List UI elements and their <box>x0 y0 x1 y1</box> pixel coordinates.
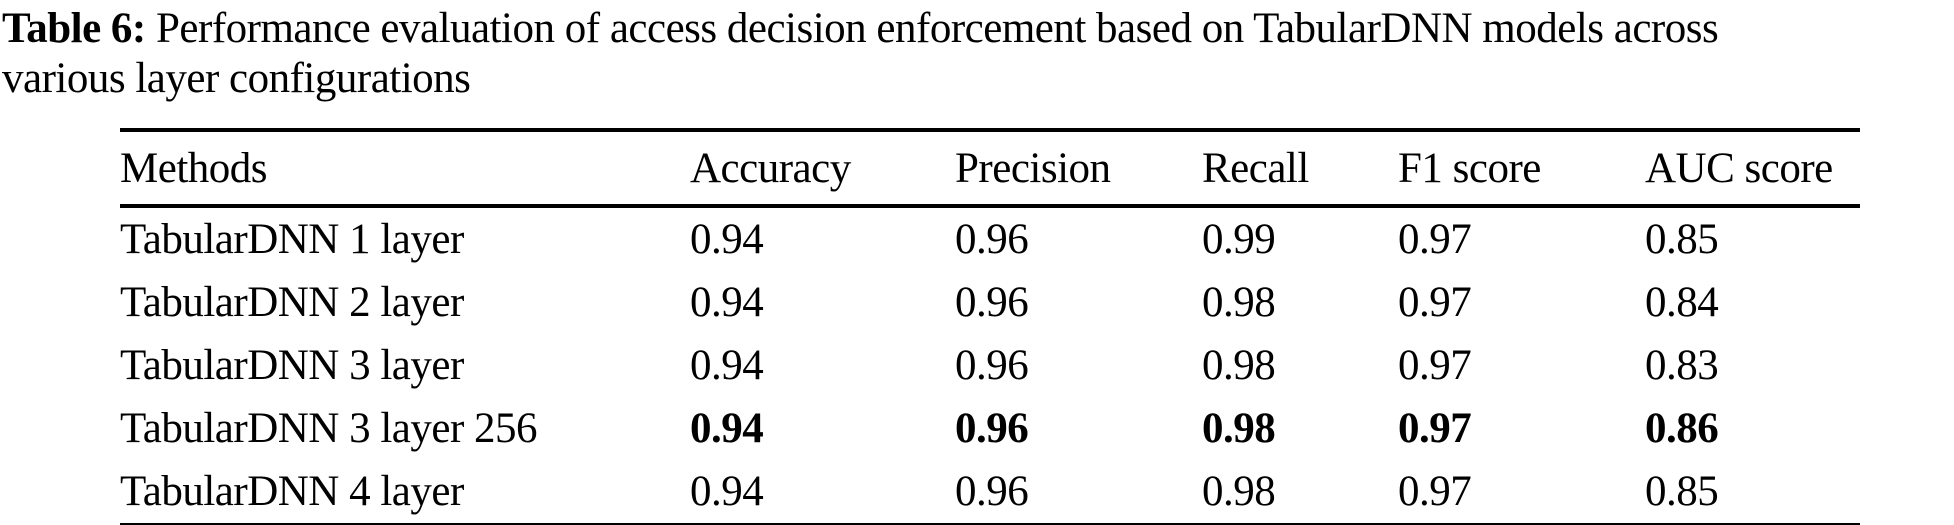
value-cell: 0.96 <box>955 342 1029 389</box>
table-row: TabularDNN 3 layer 256 0.94 0.96 0.98 0.97 0.… <box>120 397 1860 460</box>
value-cell: 0.94 <box>690 216 764 263</box>
method-cell: TabularDNN 3 layer 256 <box>120 405 538 452</box>
table-caption-line2: various layer configurations <box>2 55 471 102</box>
value-cell: 0.85 <box>1645 216 1719 263</box>
table-row: TabularDNN 3 layer 0.94 0.96 0.98 0.97 0.83 <box>120 334 1860 397</box>
method-cell: TabularDNN 1 layer <box>120 216 464 263</box>
column-header-accuracy: Accuracy <box>690 144 851 192</box>
value-cell: 0.97 <box>1398 405 1472 452</box>
table-row: TabularDNN 4 layer 0.94 0.96 0.98 0.97 0.85 <box>120 460 1860 525</box>
method-cell: TabularDNN 3 layer <box>120 342 464 389</box>
table-row: TabularDNN 2 layer 0.94 0.96 0.98 0.97 0.84 <box>120 271 1860 334</box>
value-cell: 0.86 <box>1645 405 1719 452</box>
column-header-methods: Methods <box>120 144 268 192</box>
value-cell: 0.96 <box>955 279 1029 326</box>
value-cell: 0.97 <box>1398 342 1472 389</box>
value-cell: 0.83 <box>1645 342 1719 389</box>
method-cell: TabularDNN 2 layer <box>120 279 464 326</box>
value-cell: 0.96 <box>955 468 1029 515</box>
value-cell: 0.94 <box>690 279 764 326</box>
method-cell: TabularDNN 4 layer <box>120 468 464 515</box>
column-header-auc-score: AUC score <box>1645 144 1833 192</box>
table-row: TabularDNN 1 layer 0.94 0.96 0.99 0.97 0.85 <box>120 206 1860 271</box>
value-cell: 0.98 <box>1202 279 1276 326</box>
value-cell: 0.94 <box>690 405 764 452</box>
value-cell: 0.96 <box>955 216 1029 263</box>
value-cell: 0.84 <box>1645 279 1719 326</box>
value-cell: 0.96 <box>955 405 1029 452</box>
value-cell: 0.97 <box>1398 216 1472 263</box>
value-cell: 0.97 <box>1398 279 1472 326</box>
value-cell: 0.98 <box>1202 468 1276 515</box>
table-caption-line1: Performance evaluation of access decisio… <box>156 5 1719 52</box>
value-cell: 0.99 <box>1202 216 1276 263</box>
column-header-f1-score: F1 score <box>1398 144 1541 192</box>
table-caption-label: Table 6: <box>2 5 146 52</box>
table-caption: Table 6: Performance evaluation of acces… <box>0 0 1954 104</box>
table-header-row: Methods Accuracy Precision Recall F1 score AU… <box>120 130 1860 206</box>
value-cell: 0.98 <box>1202 405 1276 452</box>
value-cell: 0.98 <box>1202 342 1276 389</box>
value-cell: 0.85 <box>1645 468 1719 515</box>
performance-table: Methods Accuracy Precision Recall F1 score AU… <box>120 128 1860 525</box>
value-cell: 0.97 <box>1398 468 1472 515</box>
value-cell: 0.94 <box>690 468 764 515</box>
column-header-precision: Precision <box>955 144 1111 192</box>
value-cell: 0.94 <box>690 342 764 389</box>
column-header-recall: Recall <box>1202 144 1309 192</box>
